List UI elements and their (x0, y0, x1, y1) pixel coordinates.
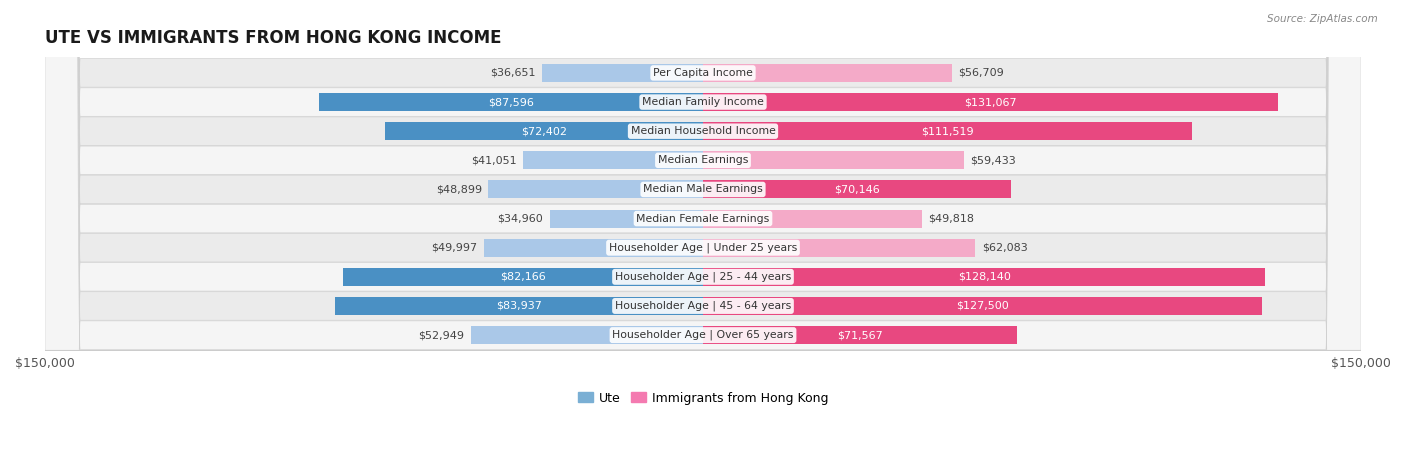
Text: $111,519: $111,519 (921, 126, 974, 136)
Text: UTE VS IMMIGRANTS FROM HONG KONG INCOME: UTE VS IMMIGRANTS FROM HONG KONG INCOME (45, 29, 502, 47)
Bar (550, 210, 703, 227)
Text: Householder Age | Over 65 years: Householder Age | Over 65 years (612, 330, 794, 340)
Text: Median Household Income: Median Household Income (630, 126, 776, 136)
Text: $82,166: $82,166 (501, 272, 546, 282)
FancyBboxPatch shape (45, 0, 1361, 467)
Bar (484, 239, 703, 257)
Bar (703, 122, 1192, 140)
FancyBboxPatch shape (45, 0, 1361, 467)
Text: $127,500: $127,500 (956, 301, 1010, 311)
Text: Per Capita Income: Per Capita Income (652, 68, 754, 78)
Text: Householder Age | 45 - 64 years: Householder Age | 45 - 64 years (614, 301, 792, 311)
Bar (703, 93, 1278, 111)
Text: $131,067: $131,067 (965, 97, 1017, 107)
Text: $56,709: $56,709 (959, 68, 1004, 78)
Text: $128,140: $128,140 (957, 272, 1011, 282)
Bar (488, 180, 703, 198)
Text: $83,937: $83,937 (496, 301, 541, 311)
Bar (319, 93, 703, 111)
Bar (335, 297, 703, 315)
Text: Source: ZipAtlas.com: Source: ZipAtlas.com (1267, 14, 1378, 24)
Text: Householder Age | 25 - 44 years: Householder Age | 25 - 44 years (614, 272, 792, 282)
FancyBboxPatch shape (45, 0, 1361, 467)
Text: $34,960: $34,960 (498, 213, 543, 224)
Bar (703, 268, 1265, 286)
Bar (703, 210, 921, 227)
Text: Median Male Earnings: Median Male Earnings (643, 184, 763, 194)
Text: Median Female Earnings: Median Female Earnings (637, 213, 769, 224)
Bar (343, 268, 703, 286)
Text: $41,051: $41,051 (471, 156, 516, 165)
FancyBboxPatch shape (45, 0, 1361, 467)
Text: $48,899: $48,899 (436, 184, 482, 194)
Bar (385, 122, 703, 140)
FancyBboxPatch shape (45, 0, 1361, 467)
Text: $71,567: $71,567 (837, 330, 883, 340)
Text: $62,083: $62,083 (981, 243, 1028, 253)
FancyBboxPatch shape (45, 0, 1361, 467)
Bar (703, 239, 976, 257)
Bar (523, 151, 703, 170)
Text: $49,818: $49,818 (928, 213, 974, 224)
Bar (703, 180, 1011, 198)
Bar (703, 64, 952, 82)
FancyBboxPatch shape (45, 0, 1361, 467)
Bar (471, 326, 703, 344)
Text: $52,949: $52,949 (418, 330, 464, 340)
FancyBboxPatch shape (45, 0, 1361, 467)
FancyBboxPatch shape (45, 0, 1361, 467)
Text: $49,997: $49,997 (432, 243, 477, 253)
Bar (703, 151, 963, 170)
Text: Householder Age | Under 25 years: Householder Age | Under 25 years (609, 242, 797, 253)
Text: $36,651: $36,651 (491, 68, 536, 78)
Bar (543, 64, 703, 82)
Text: $59,433: $59,433 (970, 156, 1017, 165)
Text: Median Family Income: Median Family Income (643, 97, 763, 107)
Text: Median Earnings: Median Earnings (658, 156, 748, 165)
Bar (703, 326, 1017, 344)
FancyBboxPatch shape (45, 0, 1361, 467)
Legend: Ute, Immigrants from Hong Kong: Ute, Immigrants from Hong Kong (572, 387, 834, 410)
Text: $87,596: $87,596 (488, 97, 534, 107)
Bar (703, 297, 1263, 315)
Text: $72,402: $72,402 (522, 126, 567, 136)
Text: $70,146: $70,146 (834, 184, 880, 194)
